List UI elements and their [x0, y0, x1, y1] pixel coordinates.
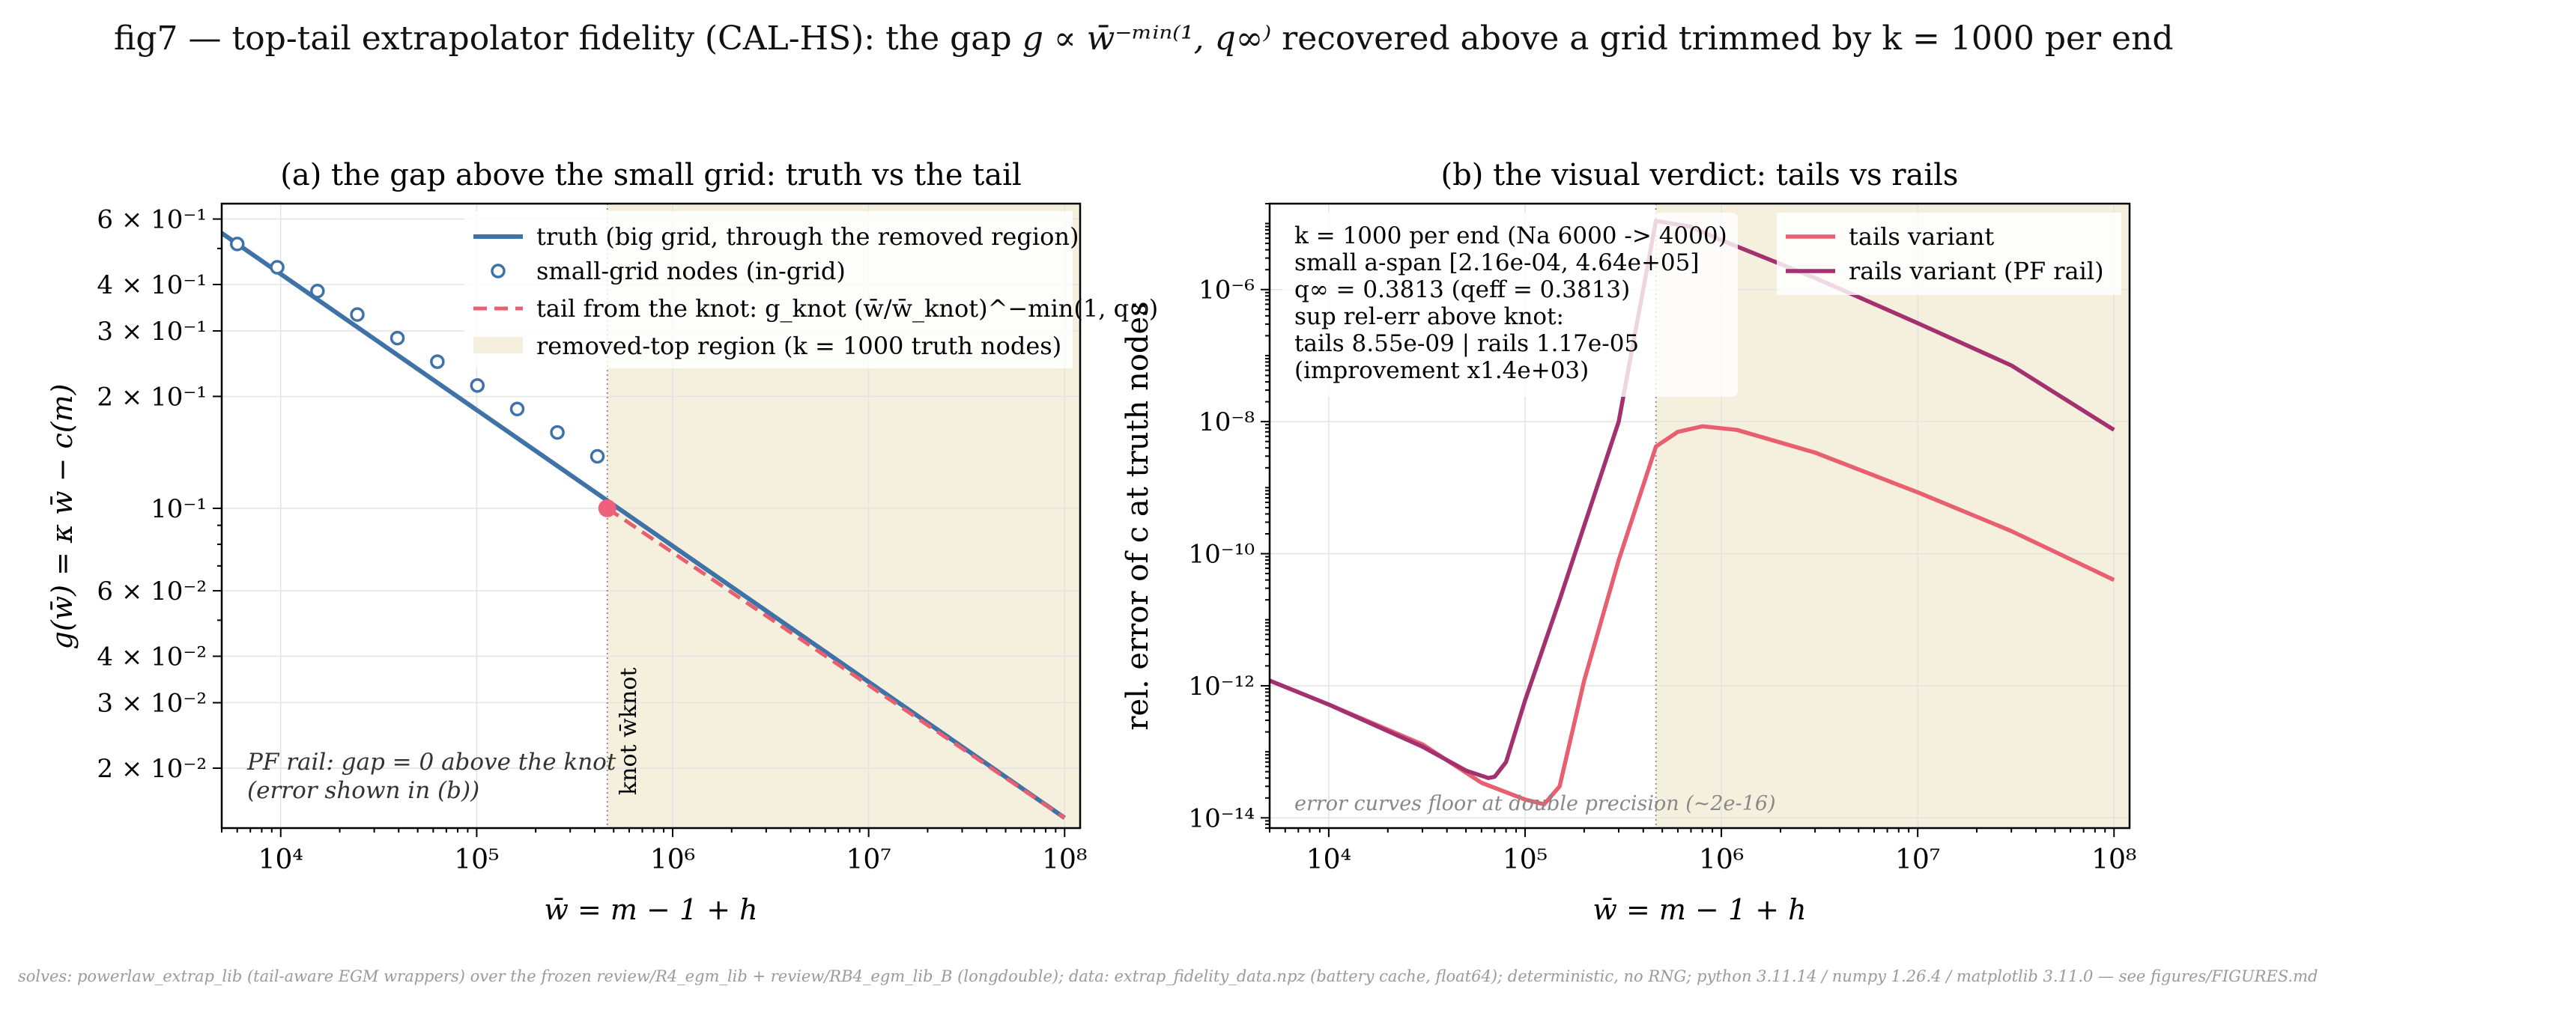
y-tick-label: 10⁻⁶	[1198, 276, 1255, 305]
small-grid-node	[390, 330, 405, 346]
info-line: k = 1000 per end (Na 6000 -> 4000)	[1294, 222, 1727, 249]
y-axis-label: g(w̄) = κ w̄ − c(m)	[46, 384, 79, 650]
x-ticks: 10⁴ 10⁵ 10⁶ 10⁷ 10⁸	[1269, 828, 2136, 875]
legend-swatch-nodes	[491, 264, 506, 279]
legend: truth (big grid, through the removed reg…	[464, 211, 1158, 368]
panel-b: 10⁴ 10⁵ 10⁶ 10⁷ 10⁸ 10⁻¹⁴ 10⁻¹² 10⁻¹⁰ 10⁻⁸ 10⁻⁶ k …	[1121, 158, 2136, 926]
x-tick-label: 10⁵	[454, 845, 499, 875]
y-tick-label: 6 × 10⁻¹	[97, 205, 207, 235]
legend-label: rails variant (PF rail)	[1849, 257, 2104, 285]
y-tick-label: 4 × 10⁻²	[97, 642, 207, 672]
y-tick-label: 4 × 10⁻¹	[97, 270, 207, 300]
info-line: sup rel-err above knot:	[1294, 303, 1564, 330]
y-ticks: 10⁻¹⁴ 10⁻¹² 10⁻¹⁰ 10⁻⁸ 10⁻⁶	[1189, 203, 1270, 833]
x-ticks: 10⁴ 10⁵ 10⁶ 10⁷ 10⁸	[221, 828, 1087, 875]
x-tick-label: 10⁸	[1042, 845, 1087, 875]
info-box-bg	[1282, 213, 1738, 397]
small-grid-node	[350, 307, 365, 322]
y-tick-label: 3 × 10⁻¹	[97, 317, 207, 347]
x-tick-label: 10⁵	[1503, 845, 1548, 875]
y-axis-label: rel. error of c at truth nodes	[1121, 301, 1155, 730]
small-grid-node	[509, 401, 525, 417]
info-line: tails 8.55e-09 | rails 1.17e-05	[1294, 330, 1639, 357]
title-prefix: fig7 — top-tail extrapolator fidelity (C…	[114, 19, 1022, 58]
title-suffix: recovered above a grid trimmed by k = 10…	[1271, 19, 2174, 58]
legend-label: tail from the knot: g_knot (w̄/w̄_knot)^…	[536, 294, 1158, 323]
info-box: k = 1000 per end (Na 6000 -> 4000)small …	[1282, 213, 1738, 397]
info-line: small a-span [2.16e-04, 4.64e+05]	[1294, 249, 1699, 276]
figure-title: fig7 — top-tail extrapolator fidelity (C…	[114, 19, 2174, 58]
y-tick-label: 6 × 10⁻²	[97, 577, 207, 606]
x-tick-label: 10⁴	[258, 845, 303, 875]
x-tick-label: 10⁴	[1306, 845, 1351, 875]
title-math: g ∝ w̄⁻ᵐⁱⁿ⁽¹, q∞⁾	[1022, 19, 1272, 58]
x-axis-label: w̄ = m − 1 + h	[544, 893, 757, 926]
y-tick-label: 10⁻¹⁴	[1189, 803, 1255, 833]
legend-label: small-grid nodes (in-grid)	[536, 257, 846, 285]
small-grid-node	[430, 354, 445, 369]
legend-label: tails variant	[1849, 222, 1994, 251]
x-tick-label: 10⁸	[2091, 845, 2136, 875]
y-tick-label: 10⁻⁸	[1198, 407, 1255, 437]
floor-note: error curves floor at double precision (…	[1294, 792, 1776, 815]
panel-title: (b) the visual verdict: tails vs rails	[1441, 158, 1959, 192]
small-grid-node	[310, 284, 325, 299]
small-grid-node	[550, 425, 565, 440]
small-grid-node	[470, 378, 485, 393]
y-tick-label: 2 × 10⁻¹	[97, 382, 207, 412]
panel-title: (a) the gap above the small grid: truth …	[280, 158, 1022, 192]
x-axis-label: w̄ = m − 1 + h	[1592, 893, 1806, 926]
legend: tails variant rails variant (PF rail)	[1777, 213, 2121, 295]
legend-label: removed-top region (k = 1000 truth nodes…	[536, 332, 1061, 360]
y-tick-label: 2 × 10⁻²	[97, 754, 207, 784]
small-grid-node	[270, 260, 285, 275]
axes-frame	[220, 202, 1082, 830]
x-tick-label: 10⁷	[846, 845, 891, 875]
knot-point	[598, 499, 616, 517]
small-grid-node	[590, 448, 605, 464]
x-tick-label: 10⁶	[1699, 845, 1744, 875]
legend-swatch-region	[473, 337, 523, 353]
y-ticks: 2 × 10⁻² 3 × 10⁻² 4 × 10⁻² 6 × 10⁻² 10⁻¹ 2 × …	[97, 205, 222, 784]
axes-frame	[1268, 202, 2131, 830]
tail-dashed-line	[606, 506, 1066, 820]
small-grid-node	[229, 237, 245, 252]
legend-label: truth (big grid, through the removed reg…	[536, 222, 1079, 251]
y-tick-label: 3 × 10⁻²	[97, 689, 207, 719]
legend-box	[1777, 213, 2121, 295]
y-tick-label: 10⁻¹²	[1189, 672, 1255, 702]
info-line: q∞ = 0.3813 (qeff = 0.3813)	[1294, 276, 1630, 303]
panel-a: 10⁴ 10⁵ 10⁶ 10⁷ 10⁸ 2 × 10⁻² 3 × 10⁻² 4 × 10⁻² 6…	[46, 158, 1158, 926]
legend-box	[464, 211, 1073, 368]
info-line: (improvement x1.4e+03)	[1294, 357, 1589, 384]
footer-note: solves: powerlaw_extrap_lib (tail-aware …	[18, 967, 2318, 985]
y-tick-label: 10⁻¹⁰	[1189, 540, 1255, 570]
y-tick-label: 10⁻¹	[151, 494, 207, 524]
pf-rail-note: PF rail: gap = 0 above the knot	[246, 749, 616, 776]
x-tick-label: 10⁷	[1895, 845, 1940, 875]
knot-label: knot w̄knot	[616, 668, 642, 795]
pf-rail-note: (error shown in (b))	[247, 777, 479, 804]
x-tick-label: 10⁶	[650, 845, 695, 875]
truth-line	[222, 231, 1067, 820]
